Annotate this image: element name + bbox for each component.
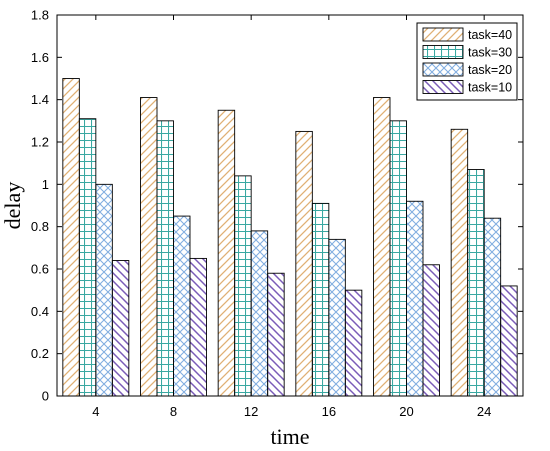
x-tick-label: 20 [399, 404, 413, 419]
bar-task-10-t8 [189, 257, 207, 397]
bar-task-40-t4 [62, 78, 80, 397]
bar-task-40-t20 [373, 97, 391, 397]
x-tick-label: 4 [92, 404, 99, 419]
bar-task-10-t16 [344, 289, 363, 397]
bar-task-30-t20 [389, 120, 407, 397]
bar-task-20-t8 [173, 215, 191, 397]
bars-group [62, 78, 518, 397]
bar-task-30-t4 [78, 118, 97, 397]
y-tick-label: 1.6 [31, 50, 49, 65]
legend-label: task=10 [468, 81, 512, 95]
bar-task-40-t12 [217, 109, 236, 397]
bar-task-10-t12 [267, 272, 285, 397]
bar-task-30-t8 [156, 120, 174, 397]
y-tick-label: 1.2 [31, 135, 49, 150]
y-tick-label: 0.6 [31, 262, 49, 277]
x-tick-label: 12 [244, 404, 258, 419]
legend-swatch [422, 45, 464, 59]
legend-label: task=30 [468, 46, 512, 60]
y-tick-label: 1.8 [31, 8, 49, 23]
y-tick-label: 1.4 [31, 92, 49, 107]
y-tick-label: 0.2 [31, 346, 49, 361]
bar-task-20-t12 [250, 230, 269, 397]
legend-label: task=20 [468, 63, 512, 77]
legend-label: task=40 [468, 28, 512, 42]
bar-task-10-t24 [500, 285, 518, 397]
y-tick-label: 0.8 [31, 219, 49, 234]
bar-task-40-t16 [295, 130, 313, 397]
x-tick-label: 16 [322, 404, 336, 419]
bar-task-20-t24 [483, 217, 502, 397]
bar-task-30-t16 [311, 202, 330, 397]
bar-task-40-t24 [450, 128, 469, 397]
bar-task-20-t16 [328, 238, 346, 397]
legend-swatch [422, 27, 464, 42]
y-tick-label: 0 [42, 389, 49, 404]
legend: task=40 task=30 task=20 task=10 [416, 22, 518, 101]
y-axis-ticks: 0 0.2 0.4 0.6 0.8 1 1.2 1.4 1.6 1.8 [31, 8, 523, 404]
bar-task-20-t4 [95, 183, 113, 397]
x-axis-title: time [270, 424, 309, 449]
bar-task-30-t24 [467, 169, 485, 397]
x-axis-ticks: 4 8 12 16 20 24 [92, 15, 491, 419]
y-tick-label: 0.4 [31, 304, 49, 319]
y-tick-label: 1 [42, 177, 49, 192]
plot-area-frame [56, 14, 524, 397]
bar-task-10-t4 [111, 260, 130, 397]
bar-task-40-t8 [140, 97, 158, 397]
x-tick-label: 24 [477, 404, 491, 419]
bar-task-10-t20 [422, 264, 440, 397]
bar-task-30-t12 [234, 175, 252, 397]
bar-task-20-t20 [406, 200, 424, 397]
legend-swatch [422, 80, 464, 94]
x-tick-label: 8 [170, 404, 177, 419]
legend-swatch [422, 62, 464, 77]
y-axis-title: delay [0, 182, 25, 230]
